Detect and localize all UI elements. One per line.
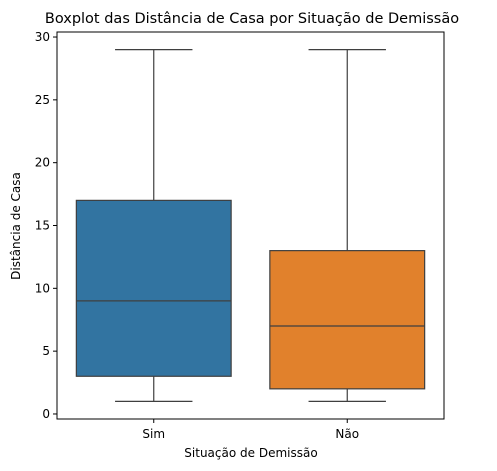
boxes-group [75, 48, 426, 403]
y-tick-label: 0 [42, 407, 50, 421]
y-axis-label: Distância de Casa [9, 172, 23, 280]
chart-title: Boxplot das Distância de Casa por Situaç… [45, 11, 459, 27]
y-tick-label: 5 [42, 344, 50, 358]
y-tick-label: 30 [35, 30, 50, 44]
y-axis-ticks: 0 5 10 15 20 25 30 [35, 30, 57, 421]
x-axis-label: Situação de Demissão [184, 446, 317, 460]
x-tick-label: Sim [142, 427, 165, 441]
x-axis-ticks: Sim Não [142, 419, 359, 441]
y-tick-label: 25 [35, 93, 50, 107]
box-nao [269, 250, 426, 390]
y-tick-label: 20 [35, 156, 50, 170]
box-sim [75, 199, 232, 377]
y-tick-label: 15 [35, 219, 50, 233]
x-tick-label: Não [335, 427, 359, 441]
y-tick-label: 10 [35, 281, 50, 295]
